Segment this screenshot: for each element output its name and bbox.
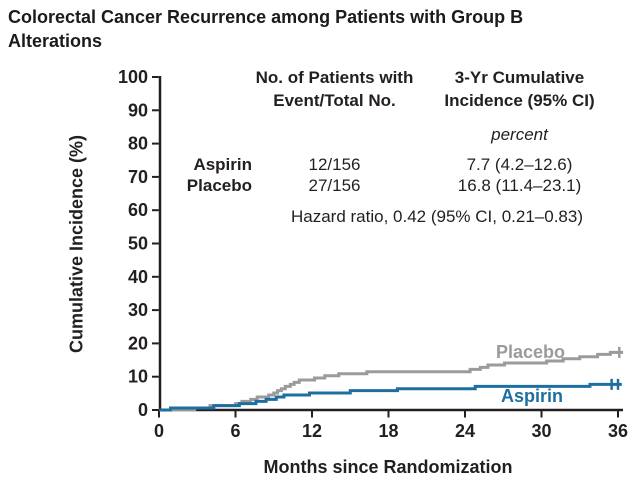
- x-tick-label: 6: [230, 421, 240, 441]
- y-tick-label: 70: [128, 167, 148, 187]
- stats-header-spacer: [160, 66, 252, 112]
- y-tick-label: 100: [118, 67, 148, 87]
- aspirin-series-label: Aspirin: [501, 386, 564, 406]
- unit-spacer-2: [252, 124, 417, 145]
- unit-spacer-1: [160, 124, 252, 145]
- y-tick-label: 90: [128, 100, 148, 120]
- stats-table: No. of Patients with Event/Total No. 3-Y…: [160, 66, 622, 227]
- y-tick-label: 40: [128, 267, 148, 287]
- y-tick-label: 20: [128, 333, 148, 353]
- unit-label: percent: [491, 125, 548, 144]
- aspirin-incidence-value: 7.7 (4.2–12.6): [466, 155, 573, 174]
- x-axis-title: Months since Randomization: [263, 457, 513, 477]
- x-tick-label: 36: [608, 421, 628, 441]
- placebo-curve: [159, 350, 624, 412]
- y-tick-label: 60: [128, 200, 148, 220]
- group-label-aspirin: Aspirin: [193, 155, 252, 174]
- incidence-column-header: 3-Yr Cumulative Incidence (95% CI): [444, 68, 595, 110]
- x-tick-label: 0: [154, 421, 164, 441]
- table-row: Aspirin 12/156 7.7 (4.2–12.6): [160, 154, 622, 175]
- y-tick-label: 50: [128, 234, 148, 254]
- y-tick-label: 10: [128, 367, 148, 387]
- x-tick-label: 30: [531, 421, 551, 441]
- hazard-ratio-row: Hazard ratio, 0.42 (95% CI, 0.21–0.83): [160, 206, 622, 227]
- aspirin-events-value: 12/156: [308, 155, 361, 174]
- placebo-series-label: Placebo: [496, 342, 566, 362]
- placebo-events-value: 27/156: [308, 176, 361, 195]
- y-tick-label: 30: [128, 300, 148, 320]
- stats-header-row: No. of Patients with Event/Total No. 3-Y…: [160, 66, 622, 112]
- aspirin-curve: [159, 382, 622, 412]
- y-tick-label: 0: [138, 400, 148, 420]
- y-axis-title: Cumulative Incidence (%): [66, 134, 87, 354]
- x-tick-label: 12: [302, 421, 322, 441]
- unit-row: percent: [160, 124, 622, 145]
- placebo-incidence-value: 16.8 (11.4–23.1): [457, 176, 582, 195]
- table-row: Placebo 27/156 16.8 (11.4–23.1): [160, 175, 622, 196]
- figure-title: Colorectal Cancer Recurrence among Patie…: [8, 7, 524, 51]
- hazard-ratio-text: Hazard ratio, 0.42 (95% CI, 0.21–0.83): [291, 207, 583, 226]
- events-column-header: No. of Patients with Event/Total No.: [255, 68, 414, 110]
- x-tick-label: 18: [378, 421, 398, 441]
- group-label-placebo: Placebo: [186, 176, 252, 195]
- x-tick-label: 24: [455, 421, 475, 441]
- y-tick-label: 80: [128, 134, 148, 154]
